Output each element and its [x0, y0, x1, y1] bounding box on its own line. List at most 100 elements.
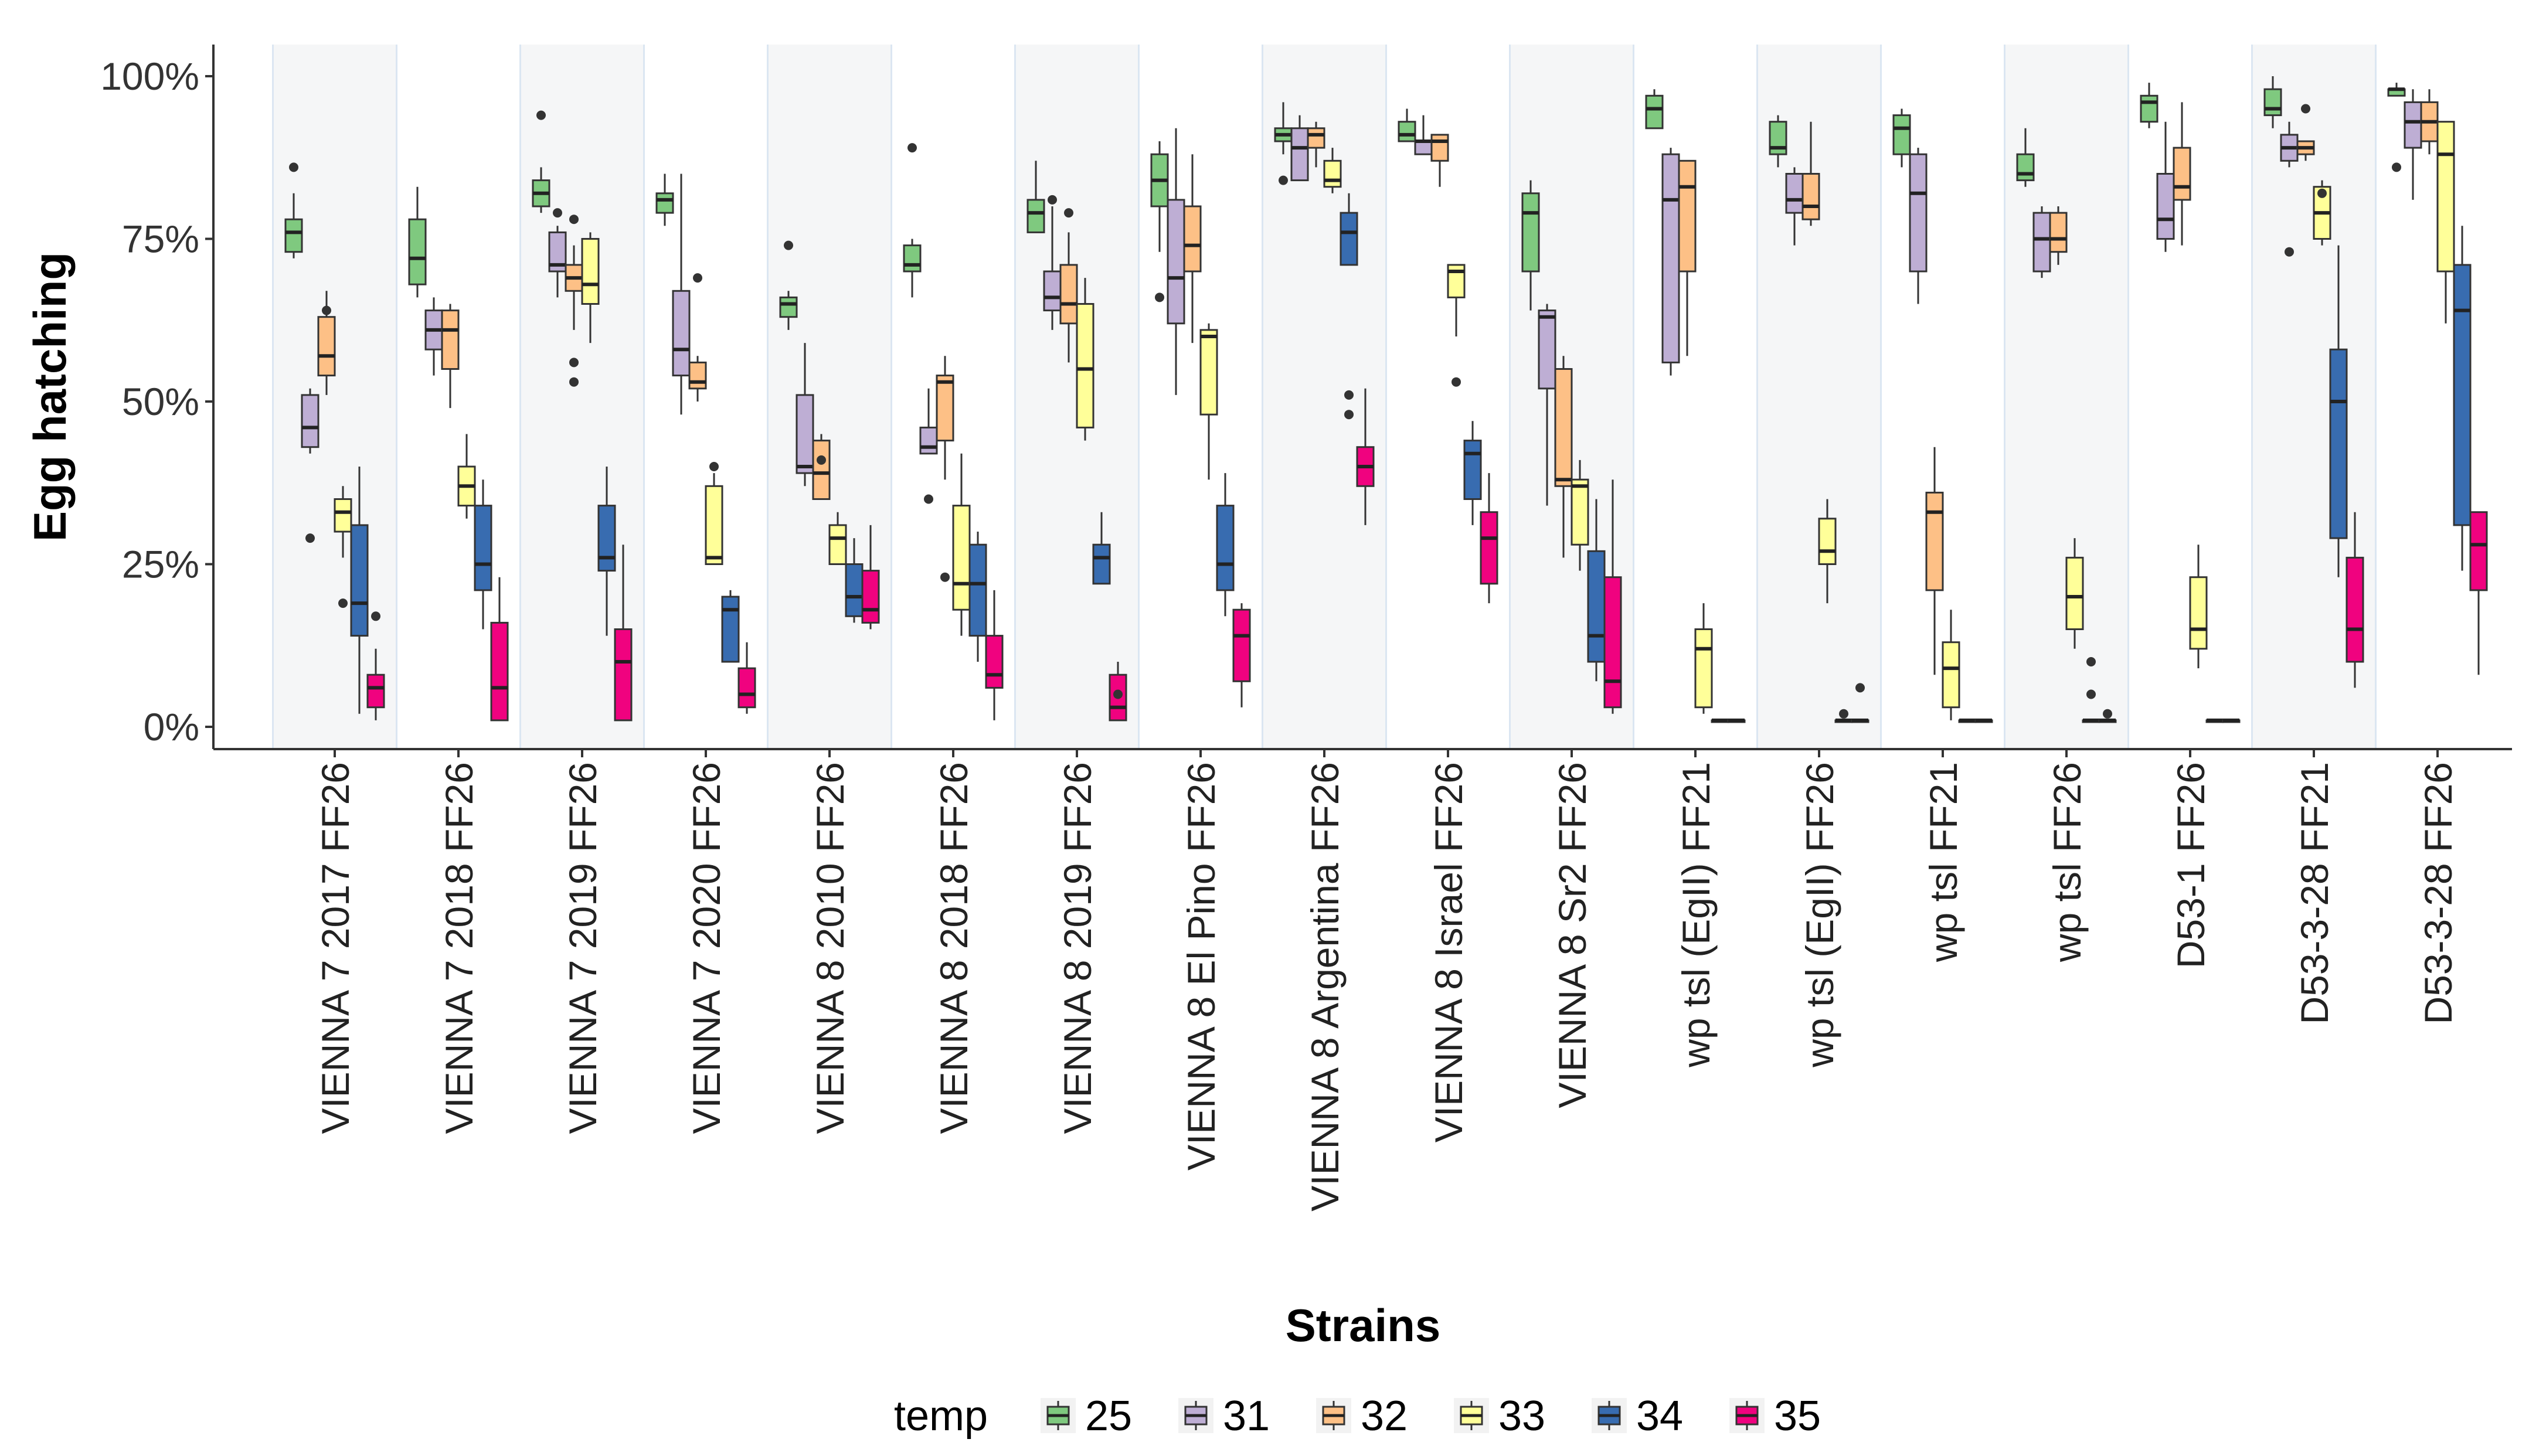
box-outlier [2301, 104, 2310, 114]
box-4-33 [828, 512, 847, 566]
box-iqr [1521, 192, 1540, 273]
box-outlier [569, 377, 579, 387]
box-16-31 [2280, 121, 2299, 257]
y-ticks: 0% 25% 50% 75% 100% [100, 55, 213, 749]
box-0-32 [317, 291, 336, 395]
strain-band [273, 45, 397, 749]
box-iqr [1603, 576, 1622, 709]
box-10-25 [1521, 180, 1540, 311]
box-14-35 [2098, 709, 2117, 723]
box-iqr [2140, 94, 2159, 123]
y-tick-label: 100% [100, 55, 199, 98]
box-iqr [903, 244, 922, 273]
box-iqr [688, 361, 707, 390]
strain-bands [272, 45, 2377, 749]
legend-item-31: 31 [1178, 1393, 1270, 1440]
box-13-25 [1892, 108, 1911, 168]
x-tick-label: VIENNA 8 Sr2 FF26 [1551, 762, 1594, 1108]
box-17-25 [2387, 83, 2406, 172]
box-iqr [1216, 505, 1235, 591]
box-7-25 [1150, 141, 1169, 302]
box-4-31 [796, 343, 814, 487]
box-15-31 [2156, 121, 2175, 252]
box-13-32 [1925, 447, 1944, 675]
box-1-34 [474, 479, 492, 630]
box-2-35 [614, 545, 633, 722]
box-iqr [655, 192, 674, 214]
box-3-32 [688, 273, 707, 402]
box-15-25 [2140, 83, 2159, 128]
box-17-33 [2436, 121, 2455, 324]
box-iqr [2189, 576, 2208, 650]
box-3-33 [705, 462, 723, 565]
box-iqr [1167, 199, 1185, 325]
box-8-35 [1356, 388, 1375, 525]
box-iqr [441, 309, 460, 370]
box-iqr [1538, 309, 1556, 390]
box-iqr [828, 524, 847, 566]
box-13-35 [1974, 718, 1993, 723]
box-9-25 [1398, 108, 1416, 142]
x-axis-title: Strains [1286, 1299, 1440, 1351]
box-iqr [614, 628, 633, 722]
box-iqr [1323, 159, 1342, 188]
x-tick-label: wp tsl FF21 [1922, 762, 1965, 962]
box-iqr [1942, 641, 1960, 709]
box-iqr [1430, 134, 1449, 162]
box-11-31 [1661, 148, 1680, 376]
box-outlier [940, 572, 950, 582]
box-1-31 [424, 297, 443, 376]
box-outlier [1855, 683, 1865, 693]
box-iqr [1645, 94, 1664, 130]
box-14-32 [2049, 206, 2068, 265]
box-0-34 [350, 467, 369, 714]
box-2-31 [548, 208, 567, 298]
box-0-25 [284, 162, 303, 258]
box-8-32 [1307, 121, 1325, 168]
legend-item-33: 33 [1454, 1393, 1545, 1440]
legend-label: 32 [1361, 1393, 1408, 1440]
box-iqr [1092, 543, 1111, 585]
legend-item-25: 25 [1041, 1393, 1132, 1440]
box-iqr [2329, 348, 2348, 539]
box-15-32 [2173, 102, 2191, 246]
box-3-34 [721, 590, 740, 663]
box-12-32 [1801, 121, 1820, 226]
box-15-34 [2205, 718, 2224, 723]
box-iqr [581, 238, 600, 305]
box-2-34 [597, 467, 616, 636]
box-6-33 [1076, 278, 1094, 441]
box-15-35 [2222, 718, 2241, 723]
box-11-25 [1645, 89, 1664, 130]
y-tick-label: 0% [144, 705, 199, 749]
box-4-35 [861, 525, 880, 630]
box-iqr [1694, 628, 1713, 709]
box-outlier [1155, 292, 1164, 302]
box-3-31 [672, 174, 691, 415]
box-9-31 [1414, 115, 1433, 155]
box-outlier [371, 611, 380, 621]
box-iqr [2346, 556, 2364, 663]
legend-label: 31 [1223, 1393, 1270, 1440]
box-outlier [1344, 390, 1354, 400]
box-6-32 [1059, 208, 1078, 363]
box-12-33 [1818, 499, 1837, 604]
box-outlier [1452, 377, 1461, 387]
box-iqr [1414, 140, 1433, 155]
box-outlier [907, 143, 917, 153]
box-iqr [779, 296, 798, 318]
box-iqr [597, 505, 616, 572]
box-outlier [2317, 188, 2327, 198]
box-10-34 [1587, 499, 1606, 682]
box-outlier [305, 533, 315, 543]
legend-label: 35 [1774, 1393, 1821, 1440]
box-iqr [2049, 212, 2068, 253]
legend: temp 25 31 32 33 34 35 [894, 1393, 1821, 1440]
box-iqr [317, 316, 336, 377]
box-outlier [924, 494, 933, 504]
box-iqr [1892, 114, 1911, 155]
box-0-33 [334, 486, 352, 608]
box-5-33 [952, 453, 971, 636]
box-iqr [334, 498, 352, 533]
